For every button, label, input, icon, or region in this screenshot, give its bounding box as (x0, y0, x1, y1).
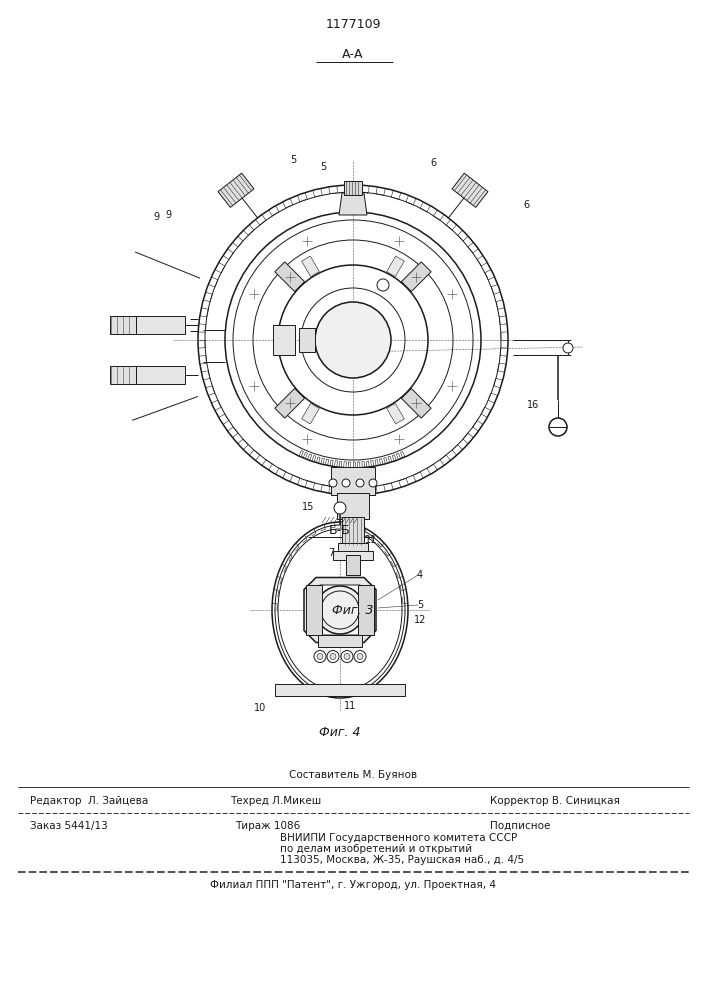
Text: ВНИИПИ Государственного комитета СССР: ВНИИПИ Государственного комитета СССР (280, 833, 518, 843)
Circle shape (549, 418, 567, 436)
Circle shape (369, 479, 377, 487)
Text: Тираж 1086: Тираж 1086 (235, 821, 300, 831)
Bar (344, 181, 362, 195)
Bar (110, 366, 136, 384)
Text: Фиг. 4: Фиг. 4 (320, 726, 361, 740)
Text: 5: 5 (290, 155, 296, 165)
Circle shape (314, 650, 326, 662)
Bar (306, 585, 322, 635)
Bar (333, 551, 373, 560)
Circle shape (329, 479, 337, 487)
Polygon shape (218, 173, 254, 207)
Bar (331, 467, 375, 495)
Text: Заказ 5441/13: Заказ 5441/13 (30, 821, 107, 831)
Circle shape (316, 586, 364, 634)
Polygon shape (387, 256, 404, 277)
Text: 9: 9 (153, 212, 159, 222)
Text: 11: 11 (344, 701, 356, 711)
Circle shape (327, 650, 339, 662)
Polygon shape (275, 388, 305, 418)
Text: 6: 6 (430, 158, 436, 168)
Bar (135, 316, 185, 334)
Circle shape (315, 302, 391, 378)
Text: Подписное: Подписное (490, 821, 550, 831)
Bar (318, 635, 362, 647)
Polygon shape (402, 262, 431, 292)
Text: 7: 7 (328, 548, 334, 558)
Circle shape (334, 502, 346, 514)
Text: 113035, Москва, Ж-35, Раушская наб., д. 4/5: 113035, Москва, Ж-35, Раушская наб., д. … (280, 855, 524, 865)
Text: 11: 11 (365, 535, 377, 545)
Circle shape (354, 650, 366, 662)
Text: по делам изобретений и открытий: по делам изобретений и открытий (280, 844, 472, 854)
Bar (275, 684, 405, 696)
Polygon shape (402, 388, 431, 418)
Polygon shape (304, 578, 376, 643)
Text: 16: 16 (527, 400, 539, 410)
Bar (337, 493, 369, 519)
Circle shape (356, 479, 364, 487)
Circle shape (563, 343, 573, 353)
Text: 12: 12 (414, 615, 426, 625)
Text: 1177109: 1177109 (325, 18, 381, 31)
Bar (346, 555, 360, 575)
Polygon shape (302, 256, 320, 277)
Bar (273, 325, 295, 355)
Polygon shape (339, 193, 367, 215)
Text: А-А: А-А (342, 48, 363, 62)
Bar (342, 517, 364, 545)
Polygon shape (452, 173, 488, 207)
Circle shape (342, 479, 350, 487)
Text: Фиг. 3: Фиг. 3 (332, 603, 374, 616)
Circle shape (317, 654, 323, 660)
Bar (338, 543, 368, 553)
Text: 6: 6 (523, 200, 529, 210)
Polygon shape (302, 403, 320, 424)
Text: 9: 9 (165, 210, 171, 220)
Ellipse shape (272, 522, 408, 698)
Circle shape (357, 654, 363, 660)
Bar (135, 366, 185, 384)
Circle shape (341, 650, 353, 662)
Circle shape (198, 185, 508, 495)
Polygon shape (387, 403, 404, 424)
Circle shape (330, 654, 336, 660)
Text: Редактор  Л. Зайцева: Редактор Л. Зайцева (30, 796, 148, 806)
Polygon shape (275, 262, 305, 292)
Circle shape (377, 279, 389, 291)
Text: 15: 15 (302, 502, 314, 512)
Bar (358, 585, 374, 635)
Text: 4: 4 (417, 570, 423, 580)
Circle shape (344, 654, 350, 660)
Bar (110, 316, 136, 334)
Text: 10: 10 (254, 703, 266, 713)
Polygon shape (311, 585, 369, 635)
Text: Составитель М. Буянов: Составитель М. Буянов (289, 770, 417, 780)
Bar (299, 328, 315, 352)
Text: 5: 5 (417, 600, 423, 610)
Text: Филиал ППП "Патент", г. Ужгород, ул. Проектная, 4: Филиал ППП "Патент", г. Ужгород, ул. Про… (210, 880, 496, 890)
Text: Б-Б: Б-Б (329, 524, 351, 536)
Text: 5: 5 (320, 162, 326, 172)
Text: Корректор В. Синицкая: Корректор В. Синицкая (490, 796, 620, 806)
Text: Техред Л.Микеш: Техред Л.Микеш (230, 796, 321, 806)
